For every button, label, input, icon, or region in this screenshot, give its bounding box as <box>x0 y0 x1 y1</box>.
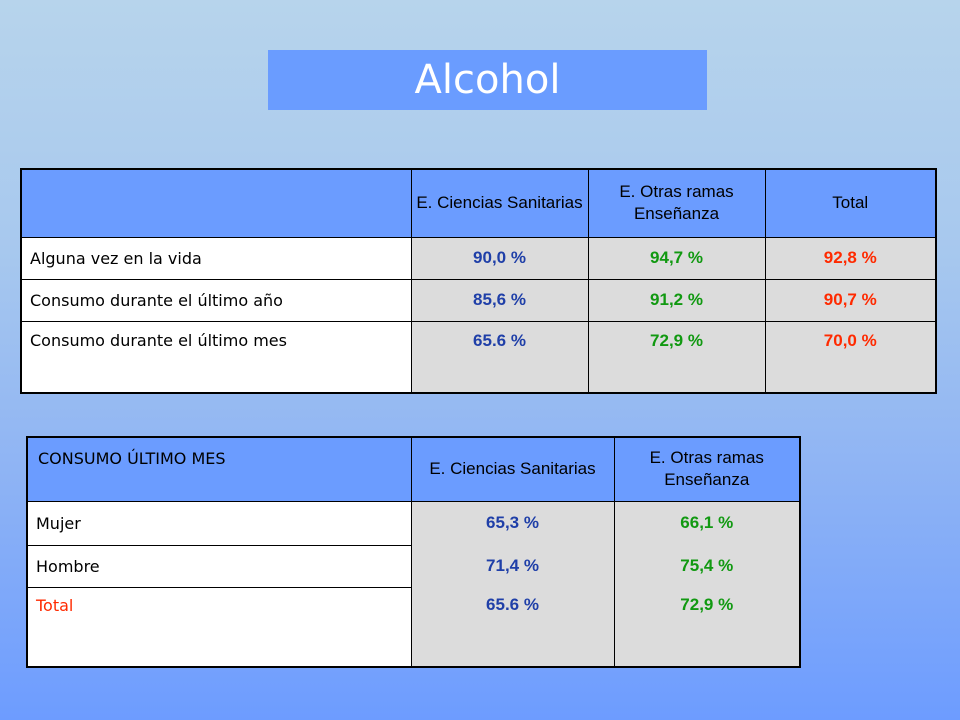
table1-row: Consumo durante el último año 85,6 % 91,… <box>20 278 937 322</box>
table1-header-blank <box>20 168 412 238</box>
value-cell: 90,0 % <box>410 236 589 280</box>
table2-header-row: CONSUMO ÚLTIMO MES E. Ciencias Sanitaria… <box>26 436 801 502</box>
table1-header-otras: E. Otras ramas Enseñanza <box>587 168 766 238</box>
table2-header-otras: E. Otras ramas Enseñanza <box>613 436 801 502</box>
slide-title: Alcohol <box>268 50 707 110</box>
value-cell: 94,7 % <box>587 236 766 280</box>
table2-row: Mujer 65,3 % 66,1 % <box>26 501 801 546</box>
value-cell: 90,7 % <box>764 278 937 322</box>
last-month-consumption-table: CONSUMO ÚLTIMO MES E. Ciencias Sanitaria… <box>26 436 801 668</box>
value-cell: 70,0 % <box>764 320 937 394</box>
row-label: Mujer <box>26 501 412 546</box>
value-cell: 85,6 % <box>410 278 589 322</box>
row-label: Alguna vez en la vida <box>20 236 412 280</box>
row-label: Consumo durante el último año <box>20 278 412 322</box>
value-cell: 65.6 % <box>410 587 615 667</box>
row-label: Hombre <box>26 545 412 588</box>
value-cell: 91,2 % <box>587 278 766 322</box>
value-cell: 92,8 % <box>764 236 937 280</box>
row-label: Total <box>26 587 412 667</box>
value-cell: 66,1 % <box>613 501 801 545</box>
table1-header-total: Total <box>764 168 937 238</box>
value-cell: 71,4 % <box>410 545 615 587</box>
value-cell: 72,9 % <box>587 320 766 394</box>
value-cell: 75,4 % <box>613 545 801 587</box>
table1-header-ciencias: E. Ciencias Sanitarias <box>410 168 589 238</box>
table1-row: Consumo durante el último mes 65.6 % 72,… <box>20 320 937 394</box>
table2-header-ciencias: E. Ciencias Sanitarias <box>410 436 615 502</box>
value-cell: 65.6 % <box>410 320 589 394</box>
table1-header-row: E. Ciencias Sanitarias E. Otras ramas En… <box>20 168 937 238</box>
alcohol-consumption-table: E. Ciencias Sanitarias E. Otras ramas En… <box>20 168 937 394</box>
row-label: Consumo durante el último mes <box>20 320 412 394</box>
table2-row: Total 65.6 % 72,9 % <box>26 587 801 667</box>
value-cell: 65,3 % <box>410 501 615 545</box>
value-cell: 72,9 % <box>613 587 801 667</box>
table1-row: Alguna vez en la vida 90,0 % 94,7 % 92,8… <box>20 236 937 280</box>
table2-header-title: CONSUMO ÚLTIMO MES <box>26 436 412 502</box>
table2-row: Hombre 71,4 % 75,4 % <box>26 545 801 588</box>
